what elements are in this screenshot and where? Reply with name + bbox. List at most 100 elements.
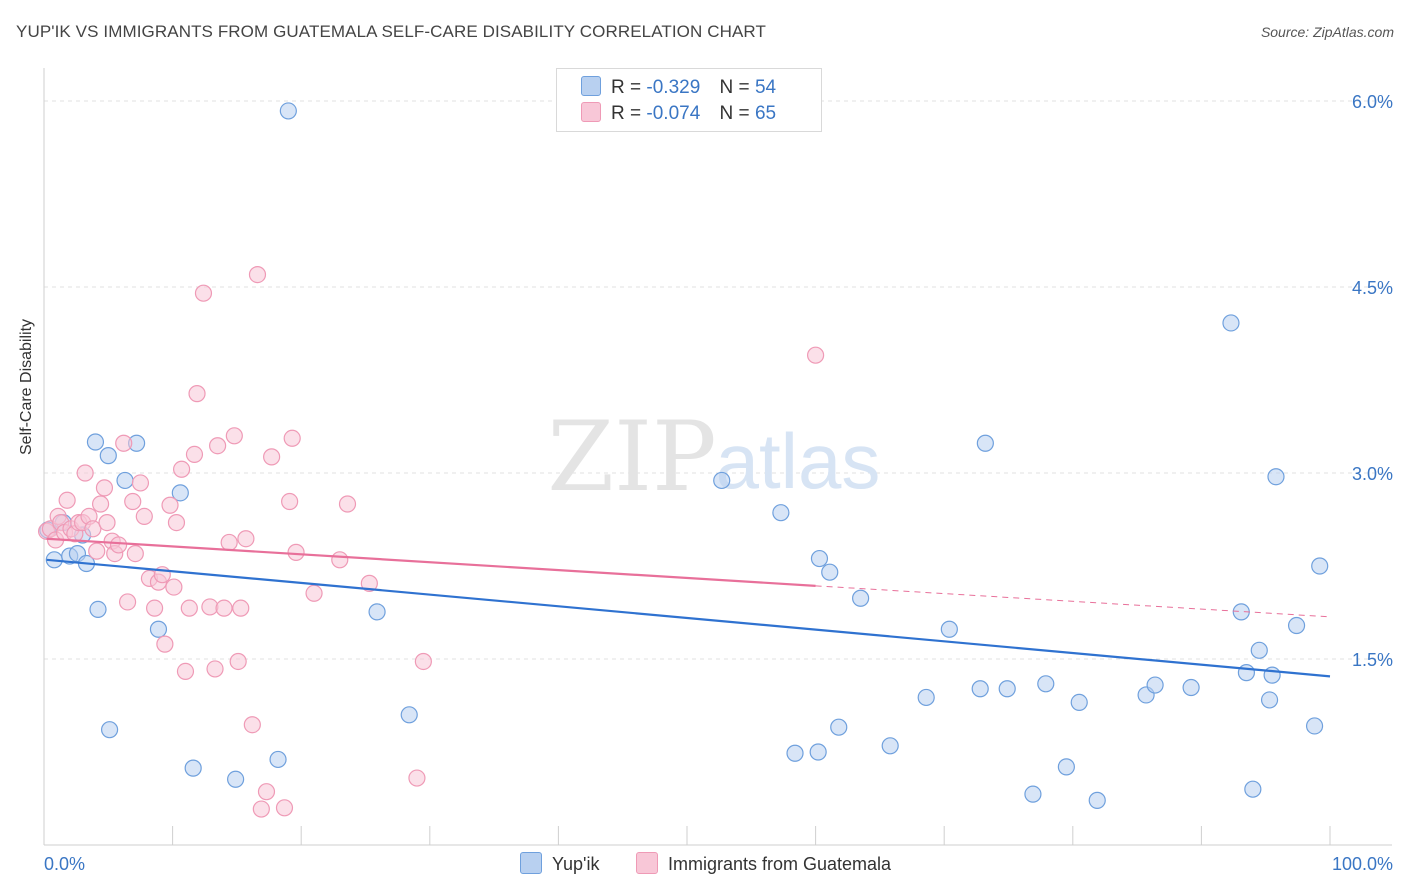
yupik-point xyxy=(971,680,989,698)
yupik-point xyxy=(1260,691,1279,709)
guatemala-point xyxy=(156,635,174,653)
guatemala-point xyxy=(331,551,349,569)
chart-title: YUP'IK VS IMMIGRANTS FROM GUATEMALA SELF… xyxy=(16,22,766,41)
yupik-point xyxy=(830,718,848,736)
y-axis-label: Self-Care Disability xyxy=(18,318,35,455)
yupik-point xyxy=(1237,664,1256,682)
guatemala-point xyxy=(115,434,133,452)
bottom-legend-yupik[interactable]: Yup'ik xyxy=(520,852,599,875)
yupik-point xyxy=(881,737,899,755)
r-label: R = xyxy=(611,103,642,124)
guatemala-point xyxy=(95,479,114,497)
yupik-legend-label: Yup'ik xyxy=(552,854,600,874)
guatemala-point xyxy=(220,533,238,552)
yupik-point xyxy=(99,447,117,465)
yupik-point xyxy=(917,688,935,707)
source-credit: Source: ZipAtlas.com xyxy=(1260,24,1394,40)
stats-legend: R = -0.329 N = 54 R = -0.074 N = 65 xyxy=(556,68,822,132)
guatemala-point xyxy=(209,437,227,455)
guatemala-point xyxy=(206,660,224,678)
guatemala-trend-line xyxy=(46,537,816,587)
yupik-point xyxy=(171,484,189,502)
yupik-point xyxy=(1305,717,1324,735)
n-label: N = xyxy=(719,103,750,124)
yupik-point xyxy=(368,603,386,621)
bottom-legend: Yup'ik Immigrants from Guatemala xyxy=(0,852,1406,876)
yupik-point xyxy=(1267,468,1285,486)
guatemala-point xyxy=(135,507,153,526)
yupik-point xyxy=(1222,314,1240,332)
guatemala-legend-swatch xyxy=(636,852,658,874)
guatemala-point xyxy=(173,460,191,478)
watermark-atlas: atlas xyxy=(716,417,881,505)
yupik-point xyxy=(1244,780,1262,798)
guatemala-point xyxy=(237,530,255,548)
yupik-point xyxy=(821,563,839,581)
guatemala-r-value: -0.074 xyxy=(646,103,701,124)
yupik-point xyxy=(1024,785,1042,803)
yupik-point xyxy=(149,620,168,638)
guatemala-point xyxy=(58,491,76,509)
yupik-r-value: -0.329 xyxy=(646,77,701,98)
guatemala-point xyxy=(806,346,825,364)
guatemala-point xyxy=(225,427,243,445)
guatemala-point xyxy=(232,599,250,617)
yupik-point xyxy=(998,680,1016,698)
yupik-point xyxy=(809,743,827,761)
guatemala-point xyxy=(252,800,270,818)
guatemala-point xyxy=(176,662,195,681)
yupik-point xyxy=(713,471,731,490)
yupik-point xyxy=(1070,693,1088,712)
guatemala-point xyxy=(287,543,305,561)
y-tick-label: 1.5% xyxy=(1352,650,1393,670)
guatemala-n-value: 65 xyxy=(754,103,777,124)
guatemala-point xyxy=(408,769,426,787)
yupik-point xyxy=(1088,791,1106,809)
guatemala-legend-label: Immigrants from Guatemala xyxy=(668,854,892,874)
guatemala-point xyxy=(91,495,110,513)
guatemala-trend-extension xyxy=(815,585,1331,618)
yupik-point xyxy=(1037,675,1055,693)
y-tick-label: 3.0% xyxy=(1352,464,1393,484)
x-tick-label: 0.0% xyxy=(44,854,85,874)
yupik-point xyxy=(976,434,994,452)
guatemala-points xyxy=(37,266,825,818)
n-label: N = xyxy=(719,77,750,98)
guatemala-point xyxy=(109,536,128,554)
guatemala-swatch xyxy=(581,102,601,122)
yupik-legend-swatch xyxy=(520,852,542,874)
yupik-point xyxy=(269,750,287,769)
guatemala-point xyxy=(263,448,281,466)
yupik-point xyxy=(1311,557,1329,575)
guatemala-point xyxy=(305,584,323,602)
y-tick-label: 4.5% xyxy=(1352,278,1393,298)
guatemala-point xyxy=(243,716,261,734)
legend-row-guatemala: R = -0.074 N = 65 xyxy=(581,102,776,124)
yupik-point xyxy=(1146,676,1164,694)
guatemala-point xyxy=(215,599,233,617)
guatemala-point xyxy=(131,474,150,492)
guatemala-point xyxy=(229,652,247,671)
guatemala-point xyxy=(167,513,186,532)
guatemala-point xyxy=(84,520,102,538)
guatemala-point xyxy=(126,544,144,563)
bottom-legend-guatemala[interactable]: Immigrants from Guatemala xyxy=(636,852,891,875)
guatemala-point xyxy=(338,495,357,513)
yupik-swatch xyxy=(581,76,601,96)
yupik-point xyxy=(89,600,107,619)
guatemala-point xyxy=(76,464,94,482)
yupik-n-value: 54 xyxy=(754,77,777,98)
guatemala-point xyxy=(275,799,294,817)
guatemala-point xyxy=(161,496,179,514)
yupik-point xyxy=(1057,758,1075,776)
guatemala-point xyxy=(180,599,198,617)
yupik-point xyxy=(810,549,829,568)
yupik-point xyxy=(1182,678,1200,697)
guatemala-point xyxy=(281,492,299,511)
yupik-trend-line xyxy=(46,558,1331,678)
yupik-point xyxy=(772,504,790,522)
guatemala-point xyxy=(414,652,432,671)
guatemala-point xyxy=(165,578,183,596)
guatemala-point xyxy=(98,513,116,532)
guatemala-point xyxy=(188,385,206,403)
